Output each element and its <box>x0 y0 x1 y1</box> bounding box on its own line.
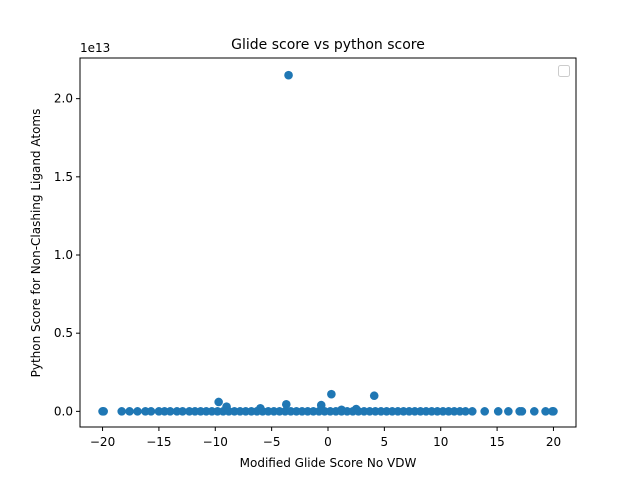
ticks-layer: −20 −15 −10 −5 0 5 10 15 20 0.0 0.5 1.0 1.5 2.0 <box>54 92 561 449</box>
scatter-point <box>461 407 470 416</box>
y-tick-label: 1.5 <box>54 170 73 184</box>
scatter-point <box>117 407 127 416</box>
y-tick-label: 0.0 <box>54 404 73 418</box>
x-tick-label: 20 <box>546 435 561 449</box>
scatter-point <box>504 407 513 416</box>
scatter-point <box>99 407 108 416</box>
x-tick-label: 10 <box>433 435 448 449</box>
x-tick-label: −20 <box>90 435 115 449</box>
y-tick-label: 1.0 <box>54 248 73 262</box>
scatter-point <box>133 407 142 416</box>
x-axis-label: Modified Glide Score No VDW <box>240 456 417 470</box>
x-tick-label: −15 <box>146 435 171 449</box>
scatter-point <box>327 389 336 399</box>
scatter-point <box>493 407 503 416</box>
scatter-point <box>517 407 527 416</box>
y-axis-label: Python Score for Non-Clashing Ligand Ato… <box>29 109 43 378</box>
scatter-point <box>369 391 379 401</box>
scatter-point <box>178 407 187 416</box>
scatter-point <box>284 70 293 80</box>
plot-frame <box>79 57 577 428</box>
y-tick-label: 0.5 <box>54 326 73 340</box>
scatter-point <box>125 407 134 416</box>
scatter-point <box>549 407 558 416</box>
scatter-point <box>165 407 175 416</box>
x-tick-label: 5 <box>381 435 389 449</box>
x-tick-label: 0 <box>324 435 332 449</box>
chart-title: Glide score vs python score <box>231 37 425 53</box>
x-tick-label: −5 <box>263 435 281 449</box>
scatter-point <box>480 407 489 416</box>
scatter-point <box>541 407 550 416</box>
scatter-point <box>214 397 223 407</box>
scatter-point <box>529 407 539 416</box>
points-layer <box>98 70 558 416</box>
x-tick-label: −10 <box>203 435 228 449</box>
y-tick-label: 2.0 <box>54 92 73 106</box>
x-tick-label: 15 <box>489 435 504 449</box>
scatter-point <box>467 407 477 416</box>
scatter-point <box>281 400 291 409</box>
y-axis-offset-label: 1e13 <box>80 41 110 55</box>
scatter-point <box>146 407 156 416</box>
legend-box <box>558 65 570 77</box>
